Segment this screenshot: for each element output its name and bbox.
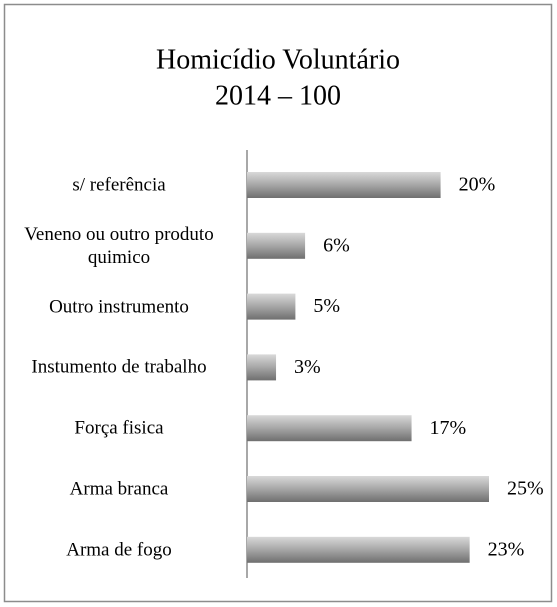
value-label: 6% [323,234,350,256]
value-label: 5% [313,295,340,317]
value-label: 23% [488,538,525,560]
category-label: Arma branca [69,478,169,500]
chart-subtitle: 2014 – 100 [215,80,341,111]
bar [247,232,306,259]
bar [247,536,470,563]
chart-title: Homicídio Voluntário [156,44,400,75]
category-label: Veneno ou outro produto quimico [24,223,214,268]
bar [247,172,441,198]
value-label: 20% [459,174,496,196]
bar [247,476,489,502]
category-label: Outro instrumento [49,296,189,318]
bar [247,415,412,442]
category-label: Força fisica [74,417,164,439]
category-label: s/ referência [72,174,166,196]
value-label: 3% [294,356,321,378]
value-label: 17% [430,417,467,439]
value-label: 25% [507,478,544,500]
category-label: Instumento de trabalho [31,356,207,378]
bar [247,354,277,381]
category-label: Arma de fogo [66,539,172,561]
bar [247,293,296,320]
